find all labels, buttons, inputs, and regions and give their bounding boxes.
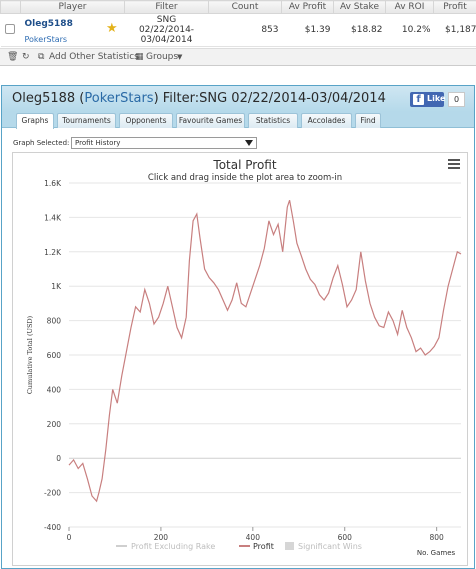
col-count[interactable]: Count: [208, 0, 282, 14]
filter-date-start: 02/22/2014-: [138, 25, 195, 35]
profit-value: $1,187: [433, 13, 476, 47]
y-tick-label: 1.4K: [44, 213, 62, 222]
y-tick-label: 800: [47, 317, 62, 326]
x-axis-label: No. Games: [417, 549, 456, 557]
facebook-like-count: 0: [448, 92, 465, 107]
av-profit-value: $1.39: [281, 13, 334, 47]
col-av-profit[interactable]: Av Profit: [281, 0, 334, 14]
y-axis-label: Cumulative Total (USD): [26, 315, 34, 394]
stats-header-row: Player Filter Count Av Profit Av Stake A…: [0, 0, 476, 14]
add-other-statistics-button[interactable]: Add Other Statistics: [49, 52, 139, 62]
facebook-icon: f: [413, 94, 424, 105]
y-tick-label: 1.2K: [44, 248, 62, 257]
favourite-star-icon[interactable]: ★: [106, 21, 118, 36]
tab-graphs[interactable]: Graphs: [16, 113, 54, 129]
groups-icon: ▦: [135, 52, 144, 62]
facebook-like-button[interactable]: f Like: [410, 92, 445, 107]
tab-statistics[interactable]: Statistics: [248, 113, 298, 128]
groups-dropdown[interactable]: Groups: [146, 52, 179, 62]
graph-select[interactable]: Profit History: [71, 137, 257, 149]
x-tick-label: 600: [338, 533, 353, 542]
av-roi-value: 10.2%: [385, 13, 434, 47]
chevron-down-icon: [245, 140, 253, 146]
stats-toolbar: 🗑 ↻ ⧉ Add Other Statistics ▦ Groups ▼: [0, 48, 476, 66]
x-tick-label: 400: [246, 533, 261, 542]
y-tick-label: -400: [44, 523, 61, 532]
tab-favourite-games[interactable]: Favourite Games: [176, 113, 245, 128]
tab-find[interactable]: Find: [355, 113, 381, 128]
graph-selected-label: Graph Selected:: [13, 139, 70, 147]
y-tick-label: 200: [47, 420, 62, 429]
col-profit[interactable]: Profit: [433, 0, 476, 14]
x-tick-label: 0: [67, 533, 72, 542]
chart-title: Total Profit: [212, 158, 276, 172]
y-tick-label: -200: [44, 489, 61, 498]
player-stats-panel: Player Filter Count Av Profit Av Stake A…: [0, 0, 476, 66]
profit-chart[interactable]: Total Profit Click and drag inside the pl…: [12, 152, 468, 566]
refresh-icon[interactable]: ↻: [22, 52, 30, 62]
y-tick-label: 1.6K: [44, 179, 62, 188]
filter-type: SNG: [156, 15, 177, 25]
legend-significant-wins: Significant Wins: [298, 542, 362, 551]
widget-tabs: Graphs Tournaments Opponents Favourite G…: [2, 112, 474, 129]
link-icon[interactable]: ⧉: [38, 52, 45, 62]
player-stats-table: Player Filter Count Av Profit Av Stake A…: [0, 0, 476, 47]
y-tick-label: 400: [47, 385, 62, 394]
x-tick-label: 800: [429, 533, 444, 542]
tab-opponents[interactable]: Opponents: [119, 113, 173, 128]
tab-accolades[interactable]: Accolades: [301, 113, 352, 128]
widget-title-site[interactable]: PokerStars: [84, 91, 154, 106]
widget-header: Oleg5188 (PokerStars) Filter:SNG 02/22/2…: [2, 86, 474, 112]
y-tick-label: 600: [47, 351, 62, 360]
player-name-link[interactable]: Oleg5188: [24, 18, 73, 29]
y-tick-label: 0: [56, 454, 61, 463]
col-av-roi[interactable]: Av ROI: [385, 0, 434, 14]
profit-series-line: [68, 200, 462, 503]
tab-tournaments[interactable]: Tournaments: [57, 113, 116, 128]
player-profile-widget: Oleg5188 (PokerStars) Filter:SNG 02/22/2…: [1, 85, 475, 569]
widget-title: Oleg5188 (PokerStars) Filter:SNG 02/22/2…: [12, 91, 386, 106]
y-tick-label: 1K: [51, 282, 62, 291]
count-value: 853: [208, 13, 282, 47]
delete-icon[interactable]: 🗑: [7, 52, 19, 62]
legend-profit-excluding-rake: Profit Excluding Rake: [131, 542, 215, 551]
av-stake-value: $18.82: [333, 13, 386, 47]
row-checkbox[interactable]: [4, 23, 15, 34]
chevron-down-icon: ▼: [177, 53, 183, 61]
col-av-stake[interactable]: Av Stake: [333, 0, 386, 14]
filter-date-end: 03/04/2014: [140, 35, 193, 45]
col-player[interactable]: Player: [20, 0, 125, 14]
chart-subtitle: Click and drag inside the plot area to z…: [148, 173, 342, 183]
chart-menu-icon[interactable]: [448, 159, 460, 169]
legend-significant-wins-swatch: [285, 542, 294, 550]
col-filter[interactable]: Filter: [124, 0, 209, 14]
legend-profit: Profit: [253, 542, 274, 551]
table-row: Oleg5188 PokerStars SNG 02/22/2014- 03/0…: [0, 13, 476, 47]
x-tick-label: 200: [154, 533, 169, 542]
player-site-link[interactable]: PokerStars: [24, 34, 68, 44]
